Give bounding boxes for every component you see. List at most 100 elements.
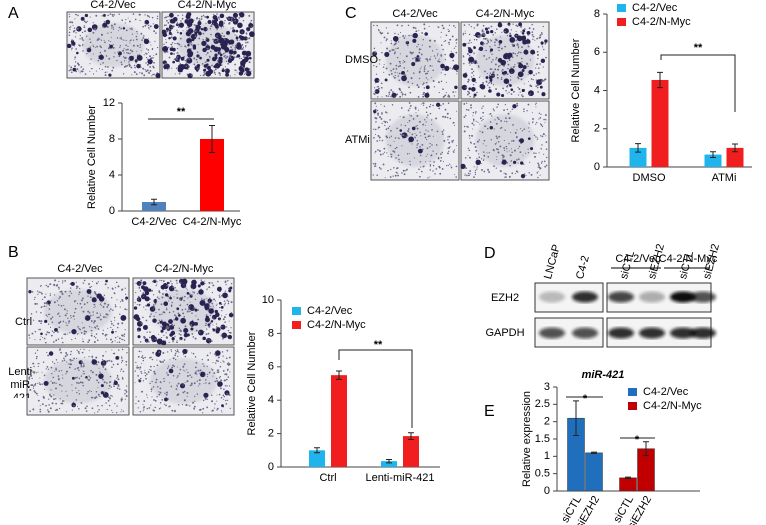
cell [48,331,51,334]
cell [488,56,491,59]
cell [395,47,397,50]
cell [374,152,376,154]
cell [454,174,456,176]
cell [429,169,432,171]
cell [208,371,211,374]
cell [68,65,70,67]
cell [443,139,446,142]
cell [431,50,434,52]
cell [444,73,446,76]
cell [419,57,421,60]
cell [183,399,186,402]
cell [520,25,523,28]
cell [114,287,117,289]
legend-swatch [617,4,626,12]
cell [116,363,119,366]
cell [105,338,108,340]
cell [416,84,419,87]
cell [228,363,231,366]
cell [79,38,81,40]
cell [203,365,205,367]
cell [373,128,375,130]
cell [47,323,50,325]
cell [388,93,390,96]
cell [87,295,89,297]
cell [210,24,213,26]
y-tick-label: 0 [594,161,600,173]
cell [47,354,50,357]
cell [537,176,539,179]
cell [41,371,43,373]
bar [629,147,647,167]
cell [528,90,534,97]
cell [50,366,53,369]
cell [120,315,127,321]
cell [123,335,125,337]
cell [475,120,477,122]
cell [152,386,155,388]
cell [480,158,483,160]
cell [69,353,72,356]
cell [104,391,106,393]
cell [509,164,511,167]
cell [402,169,405,172]
cell [63,304,65,307]
cell [198,37,201,40]
cell [161,319,163,321]
cell [39,383,42,386]
cell [495,58,497,60]
cell [186,303,189,306]
cell [518,145,521,148]
cell [101,15,103,17]
cell [91,24,98,30]
cell [232,12,239,18]
cell [142,325,148,330]
cell [408,119,411,122]
cell [441,130,444,133]
cell [488,75,493,80]
cell [532,28,535,30]
cell [542,66,544,68]
cell [385,27,388,29]
cell [57,331,59,333]
cell [167,21,170,24]
cell [203,26,208,32]
cell [417,56,419,59]
cell [409,160,411,163]
cell [499,36,501,38]
cell [515,136,518,139]
cell [203,392,209,398]
cell [176,52,178,54]
cell [78,390,80,392]
cell [541,125,544,128]
cell [154,399,157,402]
cell [376,86,378,88]
cell [144,356,146,359]
cell [40,320,43,323]
cell [453,95,455,97]
cell [99,395,101,398]
cell [503,147,506,149]
cell [235,43,238,46]
cell [407,44,409,47]
cell [136,50,138,52]
cell [185,404,188,406]
cell [497,103,499,106]
cell [221,332,228,339]
cell [194,308,198,312]
cell [374,133,376,136]
cell [91,68,93,70]
cell [165,24,167,26]
cell [227,280,229,282]
cell [398,161,400,163]
cell [108,44,111,46]
cell [28,376,31,379]
cell [187,65,190,67]
cell [145,304,148,307]
cell [476,168,478,170]
cell [535,152,537,154]
cell [113,380,118,386]
cell [475,149,478,152]
cell [194,298,197,301]
cell [183,327,189,334]
